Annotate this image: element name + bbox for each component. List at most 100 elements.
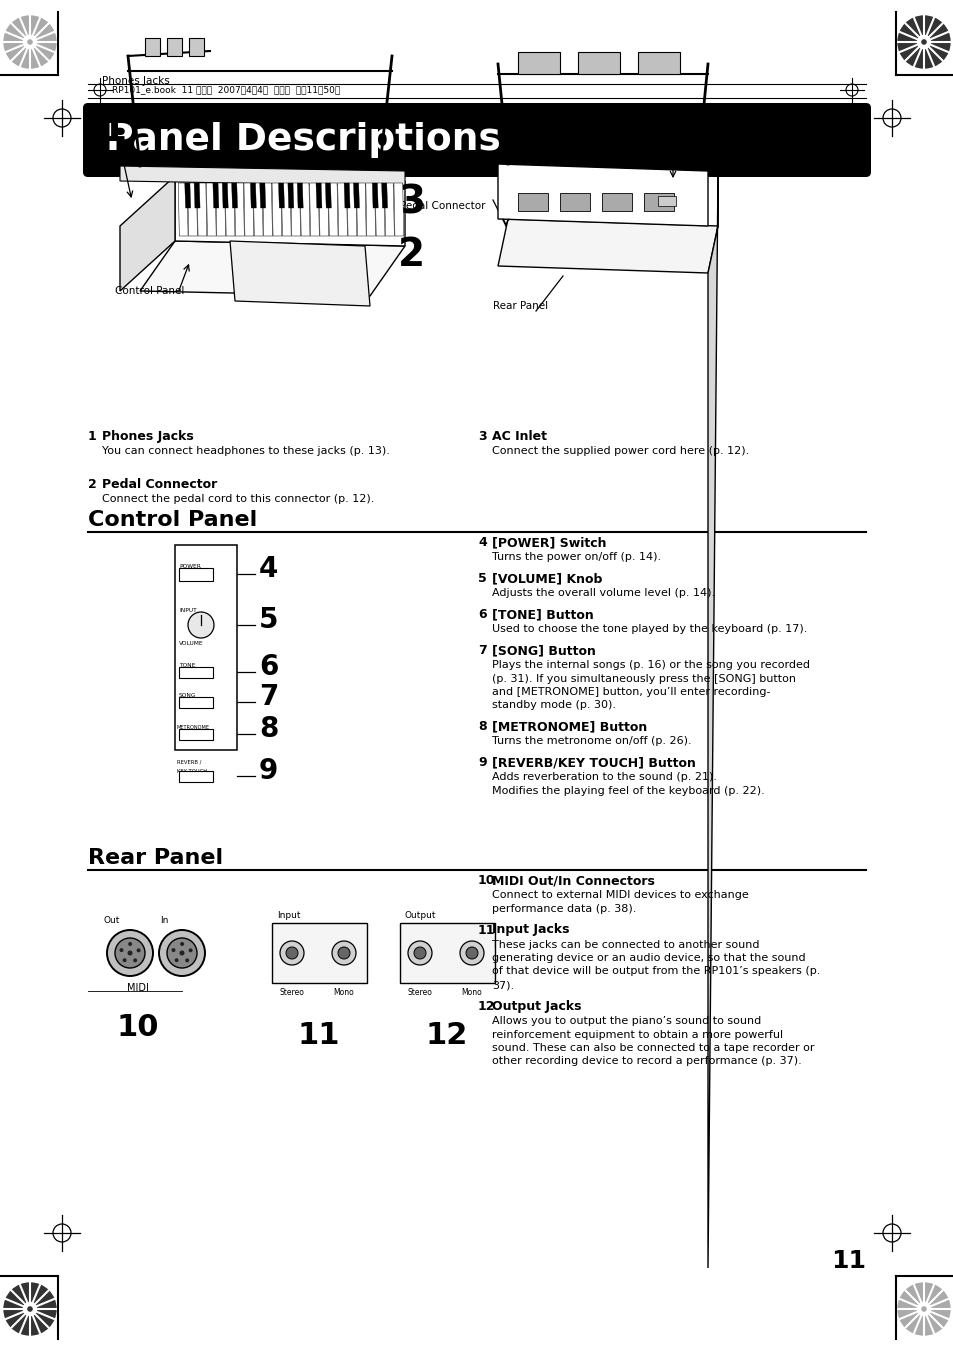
Text: Rear Panel: Rear Panel <box>88 848 223 867</box>
Circle shape <box>188 612 213 638</box>
Polygon shape <box>215 182 225 236</box>
Polygon shape <box>328 182 337 236</box>
Bar <box>179 567 213 581</box>
Polygon shape <box>394 182 403 236</box>
Text: TONE: TONE <box>179 663 195 667</box>
Text: [TONE] Button: [TONE] Button <box>492 608 593 621</box>
Polygon shape <box>197 182 207 236</box>
Circle shape <box>921 1306 925 1310</box>
Polygon shape <box>281 182 291 236</box>
Circle shape <box>286 947 297 959</box>
Circle shape <box>917 1302 929 1316</box>
Polygon shape <box>225 182 234 236</box>
Text: Mono: Mono <box>334 988 354 997</box>
Text: 37).: 37). <box>492 979 514 990</box>
Polygon shape <box>167 38 182 55</box>
Polygon shape <box>120 166 405 186</box>
Text: VOLUME: VOLUME <box>179 640 203 646</box>
Text: In: In <box>160 916 168 925</box>
Circle shape <box>24 35 36 49</box>
Circle shape <box>123 958 127 962</box>
Bar <box>601 193 631 211</box>
Text: Stereo: Stereo <box>407 988 432 997</box>
Text: 12: 12 <box>425 1021 468 1050</box>
Text: These jacks can be connected to another sound: These jacks can be connected to another … <box>492 939 759 950</box>
Polygon shape <box>278 182 284 208</box>
Polygon shape <box>347 182 356 236</box>
Text: Panel Descriptions: Panel Descriptions <box>106 122 500 158</box>
Text: Pedal Connector: Pedal Connector <box>399 201 485 211</box>
Text: MIDI: MIDI <box>127 984 149 993</box>
Circle shape <box>280 942 304 965</box>
Circle shape <box>459 942 483 965</box>
Polygon shape <box>497 163 707 226</box>
Text: INPUT: INPUT <box>179 608 196 613</box>
Circle shape <box>24 1302 36 1316</box>
Text: 6: 6 <box>477 608 486 621</box>
Polygon shape <box>381 182 387 208</box>
Text: 2: 2 <box>88 478 96 490</box>
Text: Phones Jacks: Phones Jacks <box>102 430 193 443</box>
Polygon shape <box>372 182 377 208</box>
Text: 10: 10 <box>477 874 495 888</box>
Circle shape <box>180 942 184 946</box>
Circle shape <box>107 929 152 975</box>
Polygon shape <box>140 240 405 296</box>
Text: Turns the metronome on/off (p. 26).: Turns the metronome on/off (p. 26). <box>492 736 691 747</box>
Text: [METRONOME] Button: [METRONOME] Button <box>492 720 646 734</box>
Polygon shape <box>318 182 329 236</box>
Text: sound. These can also be connected to a tape recorder or: sound. These can also be connected to a … <box>492 1043 814 1052</box>
Circle shape <box>921 41 925 45</box>
Text: 4: 4 <box>258 555 278 584</box>
Text: Connect to external MIDI devices to exchange: Connect to external MIDI devices to exch… <box>492 890 748 900</box>
Text: 11: 11 <box>830 1250 865 1273</box>
Text: Modifies the playing feel of the keyboard (p. 22).: Modifies the playing feel of the keyboar… <box>492 786 764 796</box>
Text: Adjusts the overall volume level (p. 14).: Adjusts the overall volume level (p. 14)… <box>492 588 715 598</box>
Text: Output: Output <box>405 911 436 920</box>
Circle shape <box>408 942 432 965</box>
Polygon shape <box>222 182 228 208</box>
Polygon shape <box>193 182 200 208</box>
Text: Stereo: Stereo <box>279 988 304 997</box>
Circle shape <box>185 958 189 962</box>
Text: (p. 31). If you simultaneously press the [SONG] button: (p. 31). If you simultaneously press the… <box>492 674 795 684</box>
Polygon shape <box>206 182 216 236</box>
Polygon shape <box>272 182 281 236</box>
Text: Rear Panel: Rear Panel <box>493 301 548 311</box>
Polygon shape <box>250 182 256 208</box>
Circle shape <box>189 948 193 952</box>
Circle shape <box>4 1283 56 1335</box>
Text: REVERB /: REVERB / <box>177 759 201 765</box>
Polygon shape <box>178 182 188 236</box>
Text: 3: 3 <box>397 182 425 222</box>
Bar <box>179 771 213 782</box>
Text: RP101_e.book  11 ページ  2007年4月4日  水曜日  午前11時50分: RP101_e.book 11 ページ 2007年4月4日 水曜日 午前11時5… <box>112 85 340 95</box>
Circle shape <box>115 938 145 969</box>
Text: 9: 9 <box>258 757 278 785</box>
Text: Connect the pedal cord to this connector (p. 12).: Connect the pedal cord to this connector… <box>102 494 374 504</box>
Polygon shape <box>234 182 244 236</box>
Bar <box>399 923 495 984</box>
Polygon shape <box>497 219 718 273</box>
Text: Out: Out <box>104 916 120 925</box>
Polygon shape <box>120 176 174 290</box>
Circle shape <box>179 951 184 955</box>
Polygon shape <box>309 182 319 236</box>
Circle shape <box>119 948 123 952</box>
Circle shape <box>465 947 477 959</box>
Polygon shape <box>213 182 218 208</box>
Text: Used to choose the tone played by the keyboard (p. 17).: Used to choose the tone played by the ke… <box>492 624 806 634</box>
Text: [VOLUME] Knob: [VOLUME] Knob <box>492 571 601 585</box>
Polygon shape <box>707 172 718 1269</box>
Circle shape <box>159 929 205 975</box>
Polygon shape <box>230 240 370 305</box>
Text: 1: 1 <box>88 430 96 443</box>
Circle shape <box>28 41 32 45</box>
Text: 11: 11 <box>297 1021 340 1050</box>
Polygon shape <box>365 182 375 236</box>
Polygon shape <box>189 38 204 55</box>
Text: Output Jacks: Output Jacks <box>492 1000 581 1013</box>
Text: AC Inlet: AC Inlet <box>399 151 440 161</box>
Circle shape <box>174 958 178 962</box>
Polygon shape <box>354 182 359 208</box>
